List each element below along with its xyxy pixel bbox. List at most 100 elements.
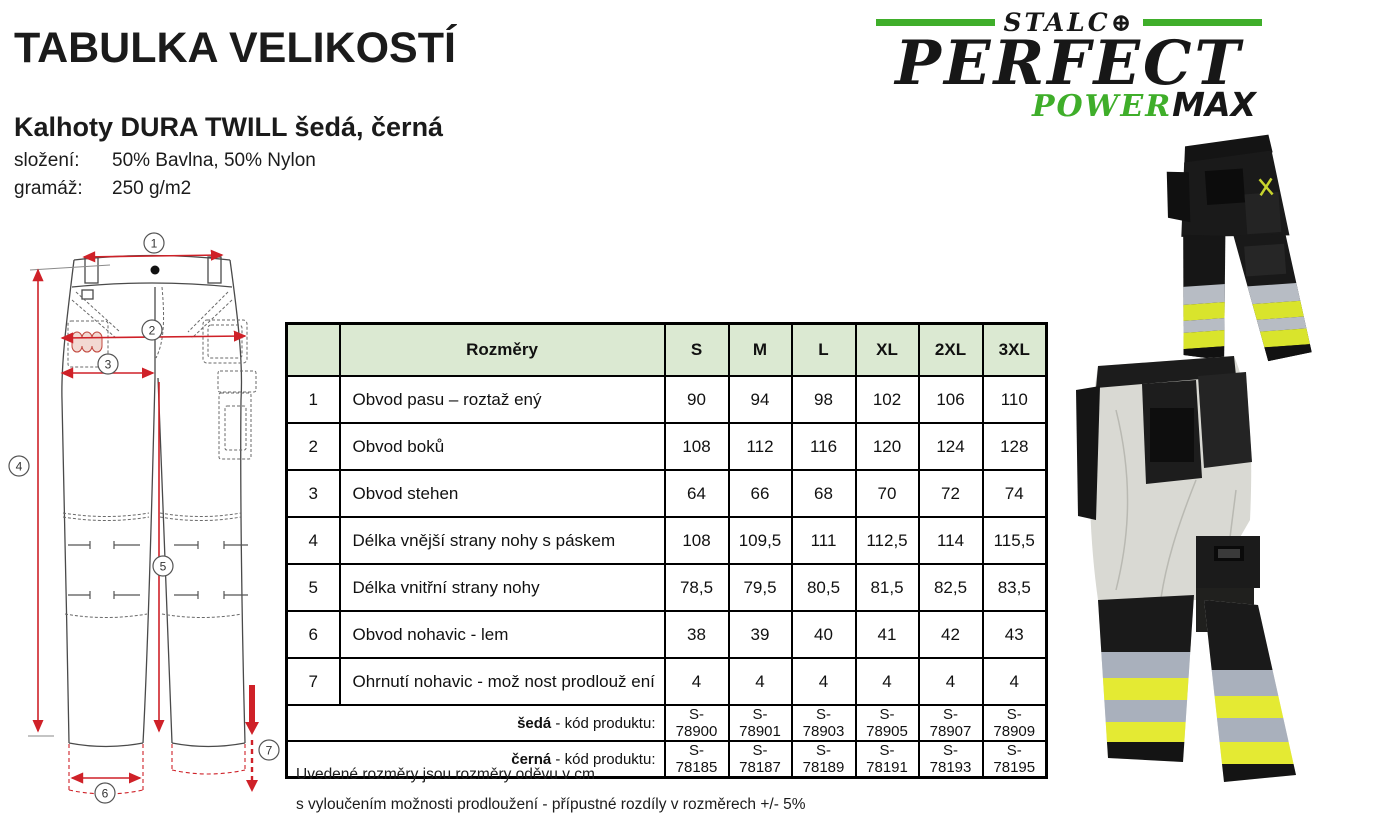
- hem-extension-dashed: [68, 744, 246, 795]
- value-cell: 94: [727, 375, 793, 424]
- row-label: Délka vnější strany nohy s páskem: [338, 516, 666, 565]
- logo-max-text: MAX: [1172, 84, 1256, 124]
- product-code-row-black: černá - kód produktu: S-78185 S-78187 S-…: [285, 740, 1048, 779]
- value-cell: 78,5: [663, 563, 730, 612]
- value-cell: 4: [854, 657, 920, 706]
- value-cell: 38: [663, 610, 730, 659]
- value-cell: 72: [917, 469, 984, 518]
- logo-perfect-text: PERFECT: [895, 28, 1243, 99]
- svg-text:2: 2: [149, 324, 156, 338]
- row-number: 1: [285, 375, 341, 424]
- value-cell: 39: [727, 610, 793, 659]
- header-size-3xl: 3XL: [981, 322, 1048, 377]
- table-header-row: Rozměry S M L XL 2XL 3XL: [285, 322, 1048, 377]
- svg-text:5: 5: [160, 560, 167, 574]
- product-code-label: šedá - kód produktu:: [285, 704, 666, 742]
- row-number: 2: [285, 422, 341, 471]
- value-cell: 41: [854, 610, 920, 659]
- callout-4: 4: [8, 455, 30, 477]
- value-cell: 108: [663, 422, 730, 471]
- weight-label: gramáž:: [14, 178, 83, 199]
- logo-green-bar-left: [876, 19, 996, 26]
- callout-5: 5: [152, 555, 174, 577]
- product-code: S-78189: [790, 740, 857, 779]
- value-cell: 112: [727, 422, 793, 471]
- value-cell: 82,5: [917, 563, 984, 612]
- header-size-s: S: [663, 322, 730, 377]
- table-row: 2 Obvod boků 108 112 116 120 124 128: [285, 422, 1048, 471]
- value-cell: 120: [854, 422, 920, 471]
- svg-text:1: 1: [151, 237, 158, 251]
- row-label: Obvod stehen: [338, 469, 666, 518]
- table-row: 7 Ohrnutí nohavic - mož nost prodlouž en…: [285, 657, 1048, 706]
- trousers-measurement-diagram: 1 2 3 4 5 6 7: [8, 232, 280, 804]
- value-cell: 116: [790, 422, 857, 471]
- product-code: S-78903: [790, 704, 857, 742]
- value-cell: 74: [981, 469, 1048, 518]
- note-measurements: Uvedené rozměry jsou rozměry oděvu v cm: [296, 766, 595, 783]
- product-code: S-78193: [917, 740, 984, 779]
- value-cell: 102: [854, 375, 920, 424]
- value-cell: 124: [917, 422, 984, 471]
- product-code: S-78191: [854, 740, 920, 779]
- value-cell: 115,5: [981, 516, 1048, 565]
- value-cell: 108: [663, 516, 730, 565]
- extension-arrow: [245, 685, 259, 792]
- product-code-row-grey: šedá - kód produktu: S-78900 S-78901 S-7…: [285, 704, 1048, 742]
- table-row: 6 Obvod nohavic - lem 38 39 40 41 42 43: [285, 610, 1048, 659]
- header-size-m: M: [727, 322, 793, 377]
- value-cell: 4: [727, 657, 793, 706]
- row-label: Délka vnitřní strany nohy: [338, 563, 666, 612]
- brand-logo: STALC⊕ PERFECT POWERMAX: [876, 8, 1262, 124]
- svg-text:3: 3: [105, 358, 112, 372]
- value-cell: 4: [917, 657, 984, 706]
- value-cell: 4: [790, 657, 857, 706]
- size-table: Rozměry S M L XL 2XL 3XL 1 Obvod pasu – …: [285, 322, 1048, 779]
- value-cell: 40: [790, 610, 857, 659]
- dimension-arrows: [32, 249, 247, 784]
- logo-power-text: POWER: [1031, 88, 1173, 124]
- header-size-l: L: [790, 322, 857, 377]
- logo-brand-text: STALC⊕: [1003, 8, 1135, 37]
- row-label: Ohrnutí nohavic - mož nost prodlouž ení: [338, 657, 666, 706]
- svg-text:7: 7: [266, 744, 273, 758]
- note-tolerance: s vyloučením možnosti prodloužení - příp…: [296, 796, 806, 813]
- svg-text:4: 4: [16, 460, 23, 474]
- header-rozmery: Rozměry: [338, 322, 666, 377]
- row-label: Obvod nohavic - lem: [338, 610, 666, 659]
- callouts: 1 2 3 4 5 6 7: [8, 232, 280, 804]
- value-cell: 42: [917, 610, 984, 659]
- value-cell: 81,5: [854, 563, 920, 612]
- value-cell: 110: [981, 375, 1048, 424]
- header-size-2xl: 2XL: [917, 322, 984, 377]
- table-row: 4 Délka vnější strany nohy s páskem 108 …: [285, 516, 1048, 565]
- value-cell: 98: [790, 375, 857, 424]
- row-number: 3: [285, 469, 341, 518]
- product-code: S-78901: [727, 704, 793, 742]
- composition-label: složení:: [14, 150, 80, 171]
- value-cell: 64: [663, 469, 730, 518]
- row-label: Obvod pasu – roztaž ený: [338, 375, 666, 424]
- product-code: S-78185: [663, 740, 730, 779]
- value-cell: 111: [790, 516, 857, 565]
- product-code: S-78909: [981, 704, 1048, 742]
- product-code-label: černá - kód produktu:: [285, 740, 666, 779]
- row-number: 7: [285, 657, 341, 706]
- weight-value: 250 g/m2: [112, 178, 192, 199]
- value-cell: 112,5: [854, 516, 920, 565]
- product-code: S-78195: [981, 740, 1048, 779]
- callout-1: 1: [143, 232, 165, 254]
- logo-powermax-row: POWERMAX: [876, 85, 1262, 124]
- black-trousers-photo: [1166, 134, 1313, 364]
- value-cell: 4: [981, 657, 1048, 706]
- value-cell: 90: [663, 375, 730, 424]
- callout-6: 6: [94, 782, 116, 804]
- row-number: 6: [285, 610, 341, 659]
- value-cell: 43: [981, 610, 1048, 659]
- callout-3: 3: [97, 353, 119, 375]
- value-cell: 128: [981, 422, 1048, 471]
- table-row: 5 Délka vnitřní strany nohy 78,5 79,5 80…: [285, 563, 1048, 612]
- knee-ticks: [68, 541, 248, 599]
- table-row: 3 Obvod stehen 64 66 68 70 72 74: [285, 469, 1048, 518]
